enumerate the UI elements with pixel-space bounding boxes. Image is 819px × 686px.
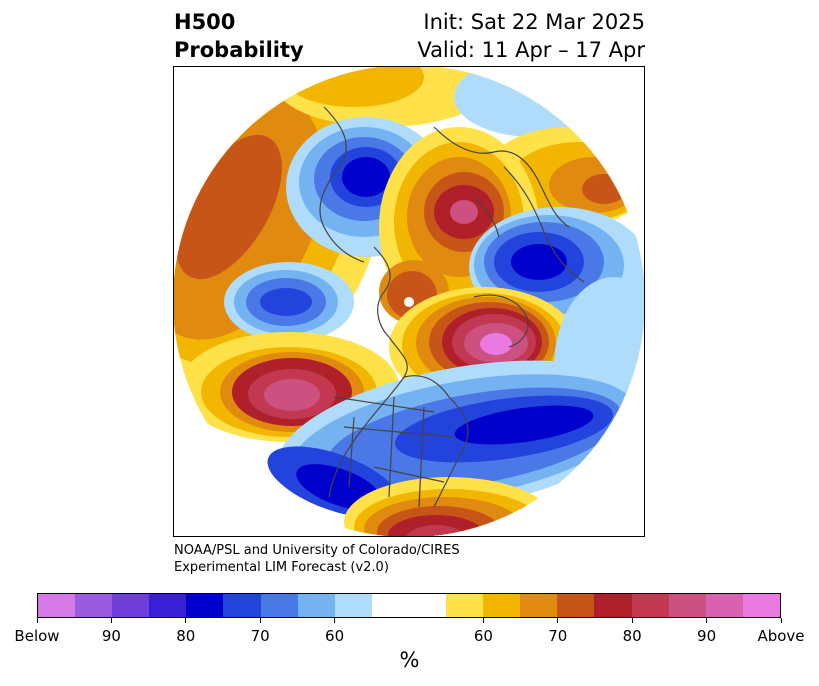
map-field (174, 67, 644, 536)
colorbar-segment (483, 594, 521, 617)
colorbar-segment (112, 594, 150, 617)
anomaly-contour (450, 200, 478, 224)
border-line (373, 466, 445, 483)
coastlines (319, 106, 605, 508)
anomaly-contour (511, 244, 567, 280)
colorbar-tick-label: 70 (250, 627, 270, 645)
colorbar-tick-label: 60 (473, 627, 493, 645)
credit-line-2: Experimental LIM Forecast (v2.0) (174, 560, 389, 575)
colorbar-tick-label: Above (757, 627, 805, 645)
colorbar-segment (149, 594, 187, 617)
colorbar-segment (557, 594, 595, 617)
border-line (388, 396, 395, 498)
pole-marker (404, 297, 414, 307)
anomaly-contour (264, 379, 320, 411)
colorbar-tick (259, 618, 261, 623)
coastline (433, 126, 570, 228)
anomaly-contour (284, 67, 424, 107)
colorbar-tick (185, 618, 187, 623)
coastline (403, 375, 469, 508)
plot-title: H500 Probability (174, 8, 304, 64)
title-line-2: Probability (174, 38, 304, 62)
colorbar-segment (742, 594, 780, 617)
probability-map (173, 66, 645, 537)
colorbar-tick (780, 618, 782, 623)
colorbar-segment (705, 594, 743, 617)
coastline (503, 166, 585, 283)
forecast-dates: Init: Sat 22 Mar 2025 Valid: 11 Apr – 17… (417, 8, 645, 64)
colorbar-tick (706, 618, 708, 623)
colorbar-segment (223, 594, 261, 617)
map-svg (174, 67, 644, 536)
colorbar-segment (260, 594, 298, 617)
colorbar-ticks: Below 90 80 70 60 60 70 80 90 Above (14, 618, 805, 648)
colorbar-tick (482, 618, 484, 623)
anomaly-contour (342, 157, 390, 197)
colorbar-tick (36, 618, 38, 623)
border-line (348, 416, 355, 488)
colorbar-unit-label: % (399, 648, 420, 672)
colorbar-tick (631, 618, 633, 623)
valid-date: Valid: 11 Apr – 17 Apr (417, 38, 645, 62)
credit-text: NOAA/PSL and University of Colorado/CIRE… (174, 542, 460, 576)
colorbar-tick-label: 80 (622, 627, 642, 645)
anomaly-contour (176, 134, 282, 280)
border-line (418, 406, 425, 508)
colorbar-segment (186, 594, 224, 617)
anomaly-contour (480, 333, 512, 355)
colorbar-segment (668, 594, 706, 617)
colorbar-segment (297, 594, 335, 617)
colorbar-segment (631, 594, 669, 617)
anomaly-contour (454, 405, 594, 445)
title-line-1: H500 (174, 10, 236, 34)
coastline (319, 106, 365, 263)
colorbar-segment (371, 594, 409, 617)
colorbar-segment (594, 594, 632, 617)
anomaly-contour (582, 174, 626, 204)
border-line (343, 426, 455, 438)
colorbar-segment (520, 594, 558, 617)
colorbar-segment (408, 594, 447, 617)
colorbar-segment (446, 594, 484, 617)
colorbar-segment (334, 594, 372, 617)
coastline (473, 196, 500, 238)
coastline (328, 246, 408, 498)
colorbar (37, 593, 781, 618)
colorbar-tick (334, 618, 336, 623)
coastline (473, 294, 529, 348)
init-date: Init: Sat 22 Mar 2025 (423, 10, 645, 34)
colorbar-tick-label: 90 (697, 627, 717, 645)
colorbar-tick-label: 60 (325, 627, 345, 645)
colorbar-tick (557, 618, 559, 623)
colorbar-tick-label: 90 (101, 627, 121, 645)
colorbar-tick-label: 80 (176, 627, 196, 645)
colorbar-tick (110, 618, 112, 623)
border-line (333, 396, 435, 413)
colorbar-tick-label: 70 (548, 627, 568, 645)
anomaly-contour (406, 525, 466, 536)
colorbar-segment (75, 594, 113, 617)
colorbar-segment (38, 594, 76, 617)
credit-line-1: NOAA/PSL and University of Colorado/CIRE… (174, 543, 460, 558)
colorbar-tick-label: Below (14, 627, 60, 645)
anomaly-contour (260, 288, 312, 316)
